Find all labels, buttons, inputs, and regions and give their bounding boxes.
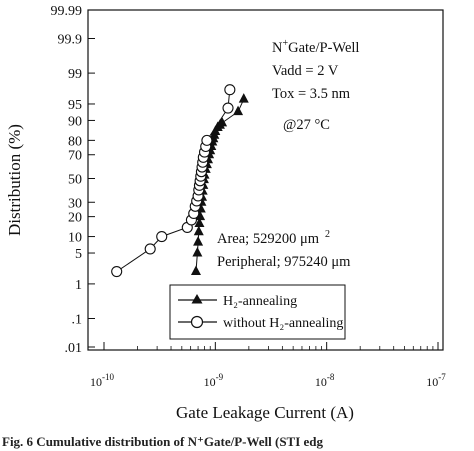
legend-box <box>169 284 346 340</box>
legend-label: H₂-annealing <box>223 294 297 309</box>
y-tick-label: 95 <box>68 98 82 113</box>
x-axis-title: Gate Leakage Current (A) <box>176 403 354 422</box>
triangle-data-point <box>217 116 228 127</box>
annotation-temperature: @27 °C <box>283 117 330 133</box>
triangle-data-point <box>193 225 204 236</box>
triangle-data-point <box>192 247 203 257</box>
annotation-area: Area; 529200 μm 2 <box>217 229 330 247</box>
legend-entry-h2-annealing: H₂-annealing <box>178 294 297 309</box>
circle-data-point <box>144 243 156 255</box>
series-layer <box>111 84 249 278</box>
legend: H₂-annealing without H₂-annealing <box>169 284 346 340</box>
x-tick-label: 10-7 <box>426 372 446 389</box>
circle-data-point <box>111 266 123 278</box>
y-tick-label: 90 <box>68 114 82 129</box>
triangle-data-point <box>195 210 206 221</box>
y-tick-label: .01 <box>65 341 83 356</box>
y-tick-label: 50 <box>68 173 82 188</box>
y-tick-label: 1 <box>75 278 82 293</box>
x-tick-label: 10-9 <box>204 372 224 389</box>
annotation-tox: Tox = 3.5 nm <box>272 86 351 102</box>
triangle-data-point <box>238 93 249 103</box>
triangle-data-point <box>193 236 204 246</box>
circle-data-point <box>222 102 234 114</box>
x-tick-label: 10-8 <box>315 372 335 389</box>
y-axis-title: Distribution (%) <box>5 124 24 236</box>
triangle-data-point <box>194 217 205 228</box>
series-without-h2-annealing <box>111 84 236 278</box>
y-tick-label: 99 <box>68 67 82 82</box>
legend-triangle-marker <box>191 294 203 304</box>
y-tick-label: 30 <box>68 196 82 211</box>
legend-circle-marker <box>190 315 204 329</box>
series-line <box>116 89 231 273</box>
y-tick-label: 80 <box>68 134 82 149</box>
legend-label: without H₂-annealing <box>223 316 343 331</box>
x-tick-label: 10-10 <box>90 372 114 389</box>
y-tick-label: .1 <box>72 313 83 328</box>
y-tick-label: 99.99 <box>51 4 83 19</box>
y-tick-label: 70 <box>68 149 82 164</box>
annotation-peripheral: Peripheral; 975240 μm <box>217 254 351 270</box>
circle-data-point <box>156 231 168 243</box>
y-tick-label: 10 <box>68 231 82 246</box>
legend-entry-without-h2-annealing: without H₂-annealing <box>178 315 343 331</box>
annotation-vadd: Vadd = 2 V <box>272 63 339 79</box>
triangle-data-point <box>190 265 201 276</box>
y-tick-label: 99.9 <box>58 32 83 47</box>
circle-data-point <box>224 84 236 96</box>
plot-frame <box>87 9 444 351</box>
y-tick-label: 20 <box>68 211 82 226</box>
x-axis-ticks: 10-10 10-9 10-8 10-7 <box>90 342 446 389</box>
annotation-device: N+Gate/P-Well <box>272 38 359 56</box>
y-tick-label: 5 <box>75 247 82 262</box>
circle-data-point <box>201 134 213 146</box>
triangle-data-point <box>233 105 244 116</box>
figure-caption: Fig. 6 Cumulative distribution of N⁺Gate… <box>2 434 324 449</box>
